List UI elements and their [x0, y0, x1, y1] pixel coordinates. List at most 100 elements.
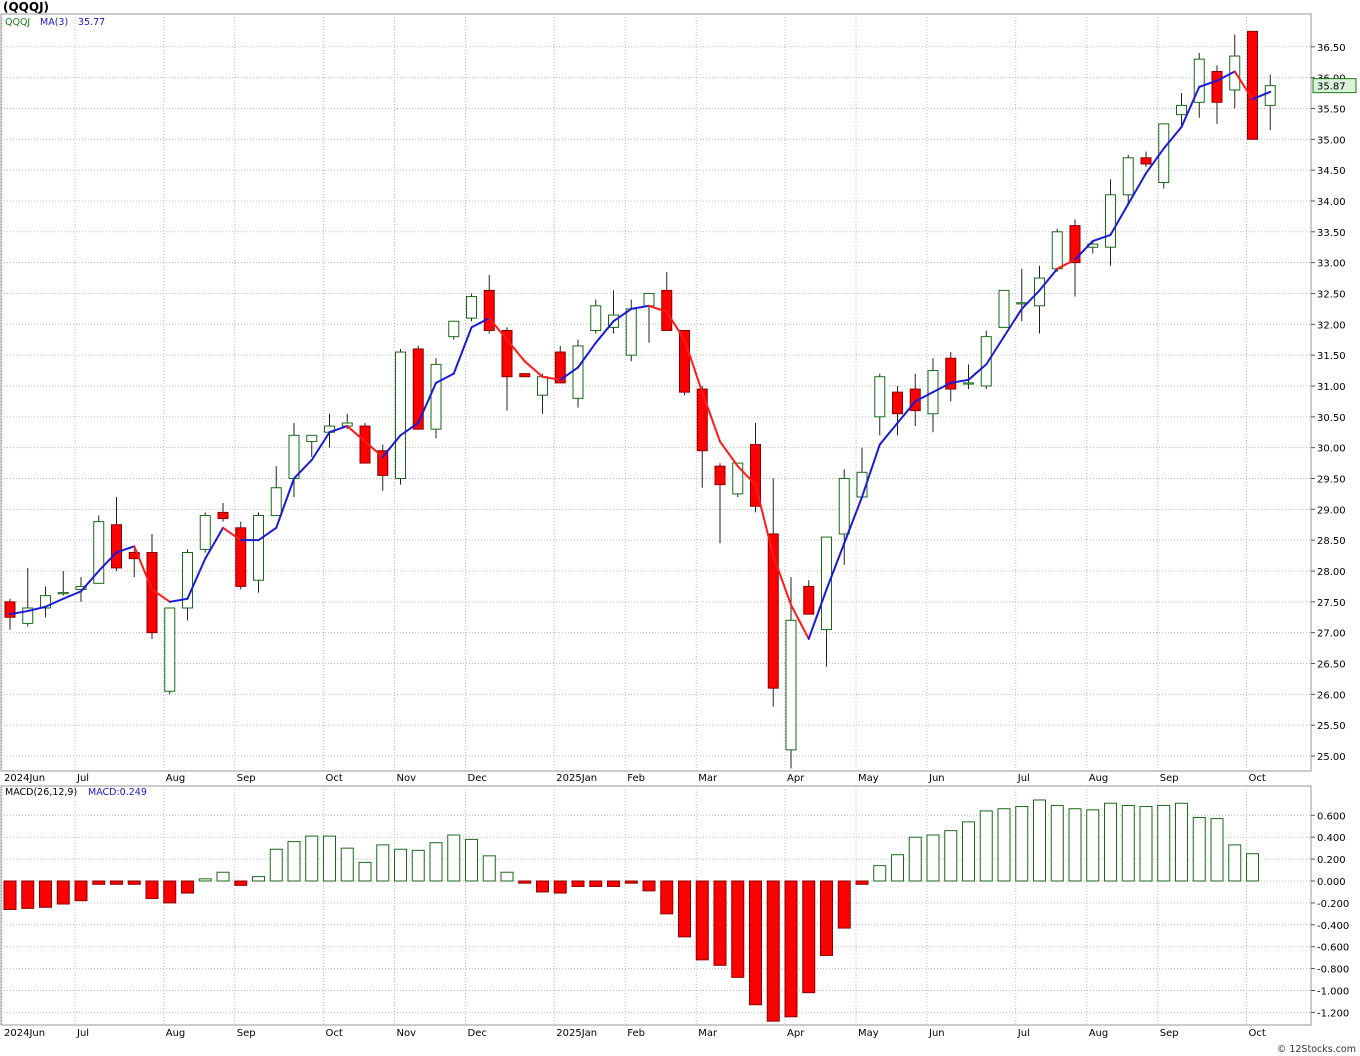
ma-segment: [612, 307, 633, 323]
macd-bar-positive: [1104, 802, 1117, 882]
candle: [75, 577, 87, 602]
ma-segment: [648, 304, 668, 313]
macd-bar-negative: [571, 880, 585, 887]
macd-x-axis: 2024Jun Jul Aug Sep Oct Nov Dec 2025Jan Feb Mar Ap…: [4, 1028, 1266, 1039]
macd-bar-positive: [482, 855, 496, 882]
candle-body-up: [1122, 157, 1134, 196]
macd-bar-positive: [1175, 802, 1188, 882]
ma-segment: [559, 366, 579, 381]
ma-segment: [896, 400, 917, 424]
ma-segment: [665, 310, 686, 341]
macd-panel: 0.600 0.400 0.200 0.000 -0.200 -0.400 -0.600 -0…: [0, 785, 1349, 1026]
candle: [1193, 52, 1205, 118]
macd-bar-positive: [447, 834, 461, 882]
ma-segment: [1038, 267, 1059, 292]
candle-body-down: [235, 527, 247, 587]
candle-body-up: [22, 607, 34, 624]
ma-segment: [1233, 70, 1254, 101]
macd-bar-positive: [1050, 804, 1064, 882]
macd-bar-negative: [749, 880, 762, 1006]
candle: [164, 607, 176, 695]
candle-body-down: [377, 450, 389, 476]
candle-body-up: [1051, 231, 1063, 270]
candle-body-up: [1193, 58, 1205, 103]
ma-segment: [26, 605, 47, 613]
ma-segment: [577, 341, 597, 369]
candle: [199, 512, 211, 553]
ma-segment: [417, 381, 437, 424]
ma-segment: [1216, 70, 1236, 82]
price-candles: [4, 30, 1276, 769]
ma-segment: [736, 465, 757, 486]
candle: [40, 586, 51, 618]
candle-body-up: [838, 477, 850, 535]
ma-segment: [488, 317, 508, 341]
ma-segment: [932, 381, 952, 394]
price-y-tick-label: 30.00: [1317, 444, 1346, 455]
candle-body-up: [182, 551, 193, 609]
chart-title: (QQQJ): [3, 0, 49, 14]
ma-segment: [985, 335, 1005, 366]
candle-body-down: [1247, 30, 1258, 140]
macd-bar-negative: [855, 880, 869, 885]
price-month-label: Aug: [1089, 773, 1109, 784]
macd-bar-negative: [553, 880, 567, 894]
ma-segment: [9, 610, 29, 616]
candle-body-up: [288, 434, 300, 479]
candle: [732, 462, 744, 497]
candle: [253, 512, 264, 593]
macd-bar-negative: [74, 880, 88, 902]
macd-y-axis: 0.600 0.400 0.200 0.000 -0.200 -0.400 -0.600 -0…: [1311, 811, 1349, 1019]
macd-y-tick-label: 0.200: [1317, 855, 1346, 866]
ma-segment: [825, 542, 846, 591]
macd-bar-positive: [323, 835, 336, 882]
macd-bar-positive: [287, 841, 301, 882]
macd-bar-positive: [340, 847, 354, 882]
candle: [466, 293, 477, 322]
candle-body-up: [821, 536, 832, 631]
candle: [874, 373, 886, 436]
macd-month-label: Jul: [76, 1028, 89, 1039]
candle-body-up: [625, 308, 637, 356]
macd-bar-positive: [1015, 806, 1029, 882]
macd-bar-positive: [429, 842, 443, 882]
price-y-tick-label: 35.00: [1317, 135, 1346, 146]
macd-month-label: Aug: [1089, 1028, 1109, 1039]
price-month-label: Apr: [787, 773, 805, 784]
macd-bar-negative: [181, 880, 194, 894]
macd-bar-negative: [660, 880, 674, 915]
candle: [1069, 219, 1081, 297]
candle: [217, 503, 229, 522]
candle: [1211, 65, 1223, 124]
candle-body-up: [1264, 85, 1276, 106]
ma-segment: [44, 597, 65, 608]
price-y-tick-label: 29.00: [1317, 505, 1346, 516]
candle-body-up: [253, 514, 264, 581]
ma-segment: [1056, 258, 1076, 270]
macd-y-tick-label: 0.400: [1317, 833, 1346, 844]
candle: [128, 549, 140, 578]
ma-segment: [790, 603, 810, 640]
price-month-label: Mar: [698, 773, 718, 784]
macd-bar-positive: [500, 871, 514, 882]
price-y-tick-label: 33.00: [1317, 259, 1346, 270]
ma-segment: [62, 590, 82, 600]
ma-segment: [772, 554, 792, 606]
ma-segment: [364, 440, 384, 458]
candle-body-up: [448, 320, 460, 338]
macd-bar-positive: [979, 810, 993, 882]
candle: [57, 570, 69, 596]
macd-bar-positive: [252, 876, 265, 882]
price-y-tick-label: 27.50: [1317, 598, 1346, 609]
candle: [483, 274, 495, 334]
macd-bar-positive: [305, 835, 319, 882]
macd-bar-negative: [56, 880, 70, 905]
macd-bar-positive: [1086, 809, 1100, 882]
ma-segment: [186, 557, 207, 600]
candle: [111, 496, 122, 571]
macd-bar-positive: [358, 861, 372, 882]
macd-bar-positive: [997, 808, 1011, 882]
ma-segment: [151, 588, 171, 603]
candle-body-down: [501, 329, 513, 378]
candle-body-up: [306, 434, 318, 442]
